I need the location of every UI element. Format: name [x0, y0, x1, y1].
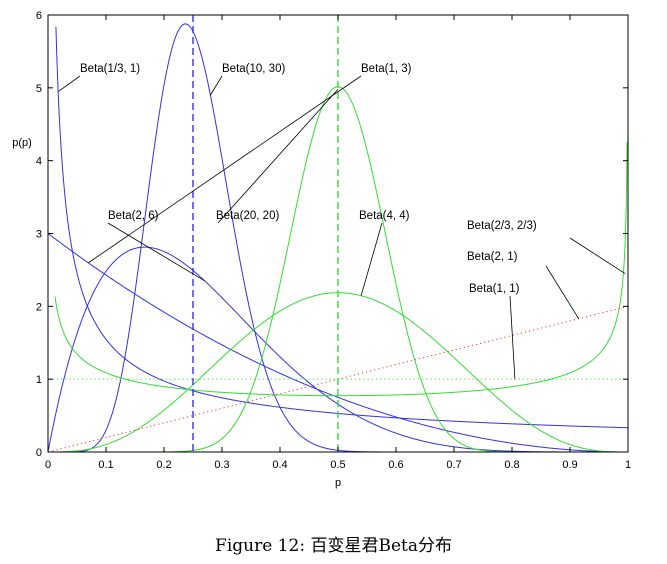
- axes: 0 0.1 0.2 0.3 0.4 0.5 0.6 0.7 0.8 0.9 1 0 1 2 3 4 5 6: [36, 10, 631, 471]
- annotation-leader-line: [360, 222, 383, 296]
- plot-frame: [47, 14, 629, 453]
- y-tick-label: 0: [36, 447, 42, 459]
- x-tick-label: 0.3: [214, 459, 229, 471]
- y-tick-label: 5: [36, 83, 42, 95]
- annotation-leader-line: [58, 75, 81, 92]
- figure-caption: Figure 12: 百变星君Beta分布: [215, 536, 452, 556]
- x-tick-label: 0.5: [330, 459, 345, 471]
- x-tick-label: 0.2: [156, 459, 171, 471]
- x-tick-label: 0: [45, 459, 51, 471]
- x-tick-label: 1: [625, 459, 631, 471]
- y-axis-label: p(p): [12, 137, 32, 149]
- series-line-2: [47, 233, 628, 453]
- annotation-label: Beta(1/3, 1): [80, 63, 140, 75]
- annotation-leader-line: [107, 222, 205, 282]
- x-tick-label: 0.9: [562, 459, 577, 471]
- annotation-label: Beta(1, 3): [361, 63, 412, 75]
- x-axis-label: p: [335, 477, 341, 489]
- annotation-label: Beta(2, 1): [467, 251, 518, 263]
- y-tick-label: 3: [36, 229, 42, 241]
- annotation-leader-line: [569, 237, 626, 274]
- y-tick-label: 4: [36, 156, 42, 168]
- x-tick-label: 0.1: [98, 459, 113, 471]
- annotation-label: Beta(20, 20): [216, 210, 279, 222]
- annotation-leader-line: [509, 295, 516, 380]
- y-tick-label: 6: [36, 10, 42, 22]
- reference-lines: [192, 15, 339, 452]
- chart-area: 0 0.1 0.2 0.3 0.4 0.5 0.6 0.7 0.8 0.9 1 0 1 2 3 4 5 6 Bet…: [12, 10, 631, 489]
- annotation-label: Beta(2/3, 2/3): [467, 220, 537, 232]
- annotation-label: Beta(4, 4): [359, 210, 410, 222]
- x-tick-label: 0.6: [388, 459, 403, 471]
- annotation-leader-line: [545, 265, 580, 319]
- annotations: Beta(1/3, 1) Beta(10, 30) Beta(1, 3) Beta(2…: [58, 63, 626, 380]
- beta-distribution-chart: 0 0.1 0.2 0.3 0.4 0.5 0.6 0.7 0.8 0.9 1 0 1 2 3 4 5 6 Bet…: [12, 10, 631, 489]
- series-line-0: [55, 26, 628, 429]
- y-tick-label: 1: [36, 374, 42, 386]
- x-tick-label: 0.7: [446, 459, 461, 471]
- annotation-label: Beta(1, 1): [469, 283, 520, 295]
- x-tick-label: 0.4: [272, 459, 287, 471]
- annotation-leader-line: [217, 89, 339, 224]
- annotation-label: Beta(10, 30): [222, 63, 285, 75]
- annotation-label: Beta(2, 6): [108, 210, 159, 222]
- y-tick-label: 2: [36, 301, 42, 313]
- series-line-6: [54, 142, 628, 397]
- annotation-leader-line: [88, 75, 362, 263]
- x-tick-label: 0.8: [504, 459, 519, 471]
- annotation-leader-line: [210, 75, 223, 96]
